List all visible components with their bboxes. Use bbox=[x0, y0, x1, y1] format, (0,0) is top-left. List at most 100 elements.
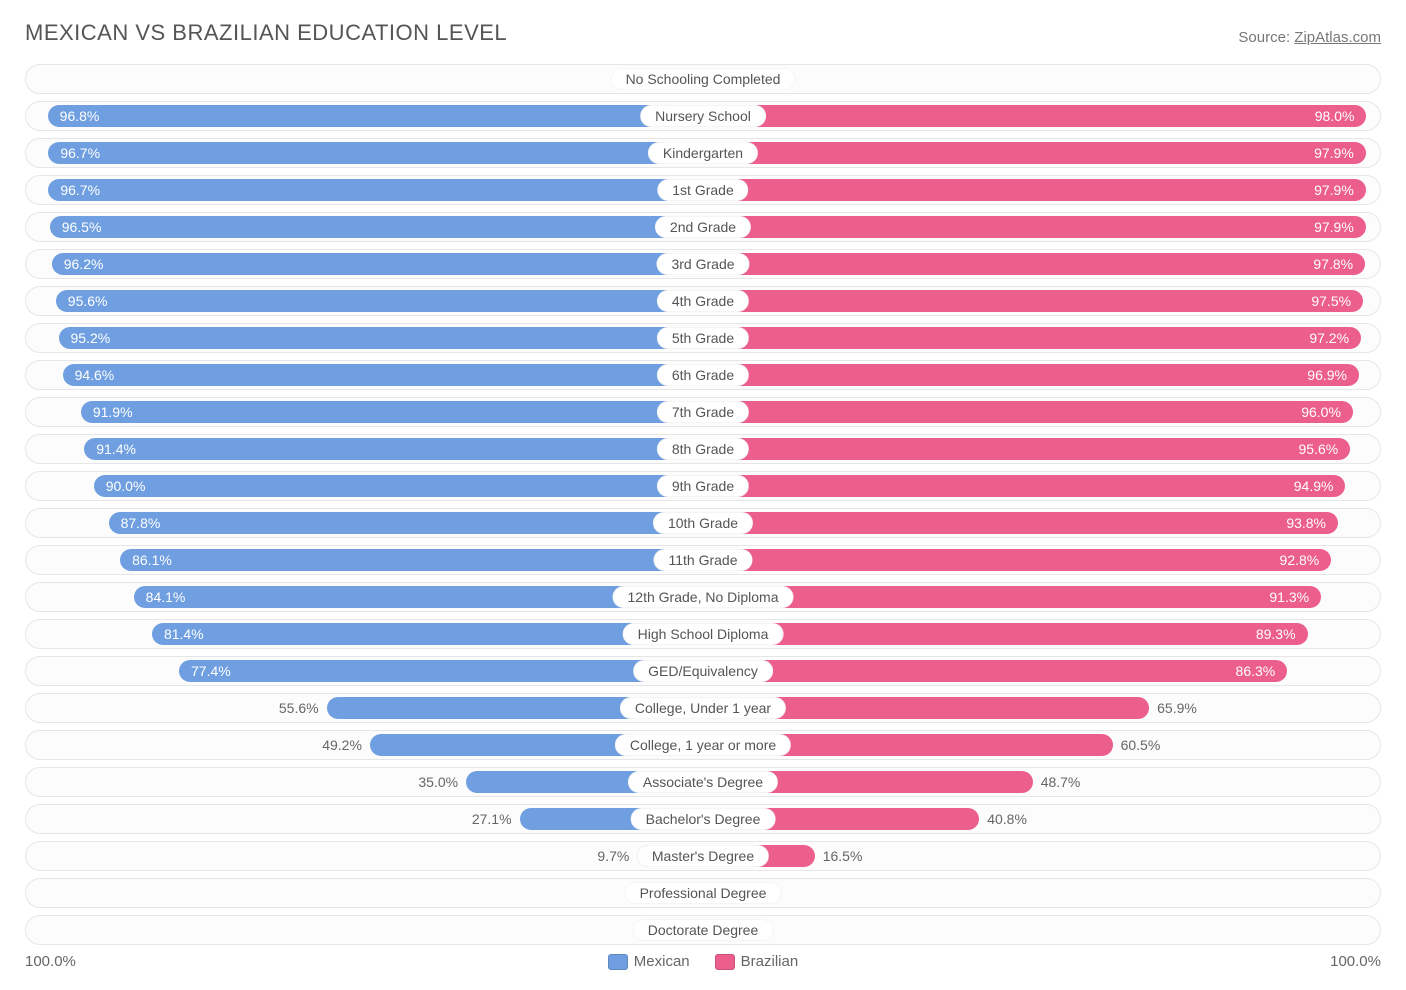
bar-right-value: 97.8% bbox=[1313, 256, 1353, 272]
bar-left: 94.6% bbox=[63, 364, 703, 386]
bar-right: 97.5% bbox=[703, 290, 1363, 312]
bar-left-value: 96.7% bbox=[60, 182, 100, 198]
axis-max-right: 100.0% bbox=[1330, 953, 1381, 970]
bar-right-value: 97.2% bbox=[1309, 330, 1349, 346]
category-label: 4th Grade bbox=[657, 290, 749, 312]
chart-row: 96.8%98.0%Nursery School bbox=[25, 101, 1381, 131]
bar-right-value: 86.3% bbox=[1236, 663, 1276, 679]
bar-left-value: 95.6% bbox=[68, 293, 108, 309]
bar-right: 94.9% bbox=[703, 475, 1345, 497]
chart-row: 96.2%97.8%3rd Grade bbox=[25, 249, 1381, 279]
bar-right-value: 65.9% bbox=[1157, 700, 1197, 716]
chart-row: 96.7% 97.9% 1st Grade bbox=[25, 175, 1381, 205]
category-label: 8th Grade bbox=[657, 438, 749, 460]
bar-left-value: 96.8% bbox=[60, 108, 100, 124]
bar-right-value: 40.8% bbox=[987, 811, 1027, 827]
chart-header: MEXICAN VS BRAZILIAN EDUCATION LEVEL Sou… bbox=[25, 20, 1381, 46]
bar-left-value: 90.0% bbox=[106, 478, 146, 494]
bar-right: 96.9% bbox=[703, 364, 1359, 386]
bar-left-value: 27.1% bbox=[472, 811, 512, 827]
chart-row: 86.1%92.8%11th Grade bbox=[25, 545, 1381, 575]
bar-right: 93.8% bbox=[703, 512, 1338, 534]
bar-left-value: 94.6% bbox=[75, 367, 115, 383]
category-label: 6th Grade bbox=[657, 364, 749, 386]
bar-left: 95.2% bbox=[59, 327, 704, 349]
category-label: Professional Degree bbox=[625, 882, 782, 904]
bar-left: 77.4% bbox=[179, 660, 703, 682]
bar-right: 92.8% bbox=[703, 549, 1331, 571]
bar-left-value: 81.4% bbox=[164, 626, 204, 642]
bar-right-value: 97.9% bbox=[1314, 145, 1354, 161]
bar-right-value: 98.0% bbox=[1315, 108, 1355, 124]
chart-row: 35.0%48.7%Associate's Degree bbox=[25, 767, 1381, 797]
category-label: No Schooling Completed bbox=[611, 68, 796, 90]
category-label: 7th Grade bbox=[657, 401, 749, 423]
diverging-bar-chart: 3.3%2.1%No Schooling Completed96.8%98.0%… bbox=[25, 64, 1381, 945]
chart-row: 27.1% 40.8% Bachelor's Degree bbox=[25, 804, 1381, 834]
category-label: 9th Grade bbox=[657, 475, 749, 497]
bar-right-value: 92.8% bbox=[1280, 552, 1320, 568]
bar-left: 96.8% bbox=[48, 105, 703, 127]
category-label: 12th Grade, No Diploma bbox=[613, 586, 794, 608]
category-label: Bachelor's Degree bbox=[631, 808, 776, 830]
chart-row: 1.2%2.1%Doctorate Degree bbox=[25, 915, 1381, 945]
category-label: Associate's Degree bbox=[628, 771, 778, 793]
chart-row: 77.4% 86.3% GED/Equivalency bbox=[25, 656, 1381, 686]
bar-right: 98.0% bbox=[703, 105, 1366, 127]
bar-left: 96.2% bbox=[52, 253, 703, 275]
source-prefix: Source: bbox=[1238, 29, 1294, 46]
chart-row: 95.2% 97.2% 5th Grade bbox=[25, 323, 1381, 353]
category-label: 1st Grade bbox=[657, 179, 748, 201]
bar-left-value: 91.9% bbox=[93, 404, 133, 420]
bar-left-value: 95.2% bbox=[71, 330, 111, 346]
bar-left: 96.7% bbox=[48, 142, 703, 164]
category-label: 2nd Grade bbox=[655, 216, 751, 238]
bar-left-value: 49.2% bbox=[322, 737, 362, 753]
chart-row: 96.7% 97.9% Kindergarten bbox=[25, 138, 1381, 168]
bar-right-value: 93.8% bbox=[1286, 515, 1326, 531]
bar-right-value: 96.9% bbox=[1307, 367, 1347, 383]
bar-right-value: 94.9% bbox=[1294, 478, 1334, 494]
bar-right-value: 60.5% bbox=[1121, 737, 1161, 753]
bar-left: 91.9% bbox=[81, 401, 703, 423]
bar-right: 97.9% bbox=[703, 142, 1366, 164]
legend-swatch bbox=[715, 954, 735, 970]
bar-right-value: 97.9% bbox=[1314, 182, 1354, 198]
category-label: GED/Equivalency bbox=[633, 660, 773, 682]
axis-max-left: 100.0% bbox=[25, 953, 76, 970]
chart-row: 87.8% 93.8% 10th Grade bbox=[25, 508, 1381, 538]
source-link[interactable]: ZipAtlas.com bbox=[1294, 29, 1381, 46]
legend-swatch bbox=[608, 954, 628, 970]
bar-right-value: 89.3% bbox=[1256, 626, 1296, 642]
bar-left: 95.6% bbox=[56, 290, 703, 312]
chart-row: 94.6% 96.9% 6th Grade bbox=[25, 360, 1381, 390]
bar-left-value: 96.7% bbox=[60, 145, 100, 161]
chart-legend: Mexican Brazilian bbox=[608, 953, 798, 970]
bar-left-value: 91.4% bbox=[96, 441, 136, 457]
bar-right: 97.8% bbox=[703, 253, 1365, 275]
bar-right-value: 97.5% bbox=[1311, 293, 1351, 309]
category-label: 5th Grade bbox=[657, 327, 749, 349]
chart-footer: 100.0% Mexican Brazilian 100.0% bbox=[25, 953, 1381, 970]
category-label: 10th Grade bbox=[653, 512, 753, 534]
bar-right-value: 48.7% bbox=[1041, 774, 1081, 790]
bar-left-value: 96.2% bbox=[64, 256, 104, 272]
bar-right: 91.3% bbox=[703, 586, 1321, 608]
bar-left-value: 55.6% bbox=[279, 700, 319, 716]
bar-right: 95.6% bbox=[703, 438, 1350, 460]
category-label: Master's Degree bbox=[637, 845, 769, 867]
bar-left-value: 96.5% bbox=[62, 219, 102, 235]
legend-item: Brazilian bbox=[715, 953, 799, 970]
bar-left: 81.4% bbox=[152, 623, 703, 645]
bar-left: 90.0% bbox=[94, 475, 703, 497]
bar-right-value: 95.6% bbox=[1299, 441, 1339, 457]
category-label: College, 1 year or more bbox=[615, 734, 791, 756]
category-label: Kindergarten bbox=[648, 142, 758, 164]
bar-right-value: 16.5% bbox=[823, 848, 863, 864]
category-label: High School Diploma bbox=[623, 623, 784, 645]
bar-left-value: 87.8% bbox=[121, 515, 161, 531]
bar-left-value: 77.4% bbox=[191, 663, 231, 679]
legend-item: Mexican bbox=[608, 953, 690, 970]
bar-right: 89.3% bbox=[703, 623, 1308, 645]
bar-right-value: 97.9% bbox=[1314, 219, 1354, 235]
